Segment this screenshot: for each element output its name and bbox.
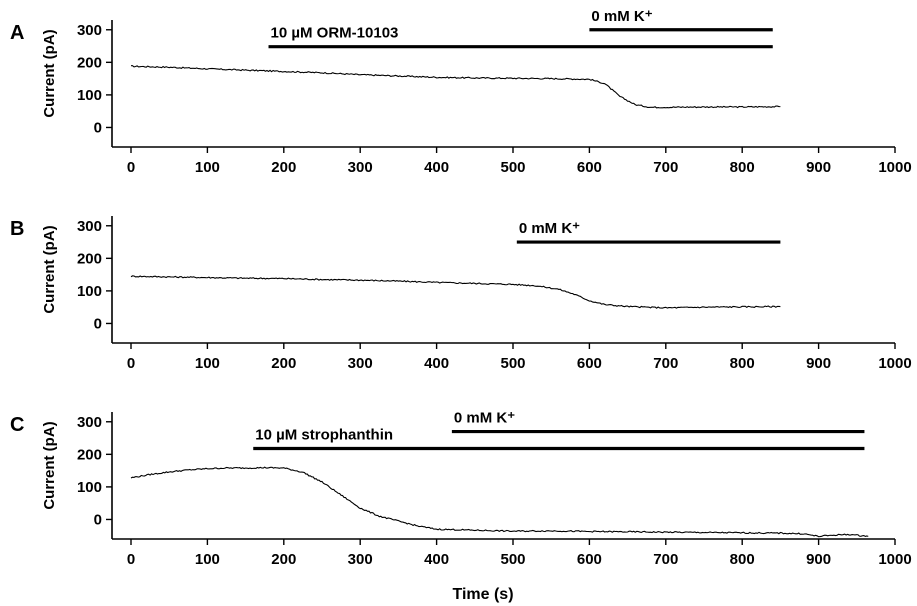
treatment-label: 0 mM K⁺ — [519, 220, 580, 237]
x-tick-label: 300 — [348, 159, 373, 176]
x-tick-label: 600 — [577, 355, 602, 372]
y-tick-label: 200 — [77, 54, 102, 71]
x-tick-label: 300 — [348, 551, 373, 568]
x-tick-label: 900 — [806, 551, 831, 568]
x-tick-label: 300 — [348, 355, 373, 372]
y-axis-label: Current (pA) — [41, 421, 58, 509]
x-tick-label: 700 — [653, 355, 678, 372]
y-tick-label: 0 — [94, 511, 102, 528]
current-trace — [130, 275, 781, 309]
panel-b: B Current (pA) 0 100 200 300 0 100 200 300 400 500 6… — [10, 216, 912, 372]
x-tick-label: 100 — [195, 159, 220, 176]
x-tick-label: 800 — [730, 355, 755, 372]
y-tick-label: 300 — [77, 414, 102, 431]
x-tick-label: 1000 — [878, 551, 911, 568]
x-tick-label: 400 — [424, 551, 449, 568]
panel-letter: B — [10, 218, 24, 240]
x-tick-label: 200 — [271, 355, 296, 372]
x-tick-label: 0 — [127, 159, 135, 176]
y-axis-label: Current (pA) — [41, 29, 58, 117]
x-tick-label: 100 — [195, 551, 220, 568]
x-tick-label: 500 — [500, 159, 525, 176]
panel-letter: A — [10, 22, 24, 44]
treatment-label: 0 mM K⁺ — [454, 410, 515, 427]
y-tick-label: 100 — [77, 479, 102, 496]
current-trace — [131, 65, 781, 109]
treatment-label: 10 µM ORM-10103 — [271, 25, 399, 42]
y-tick-label: 300 — [77, 218, 102, 235]
y-axis-label: Current (pA) — [41, 225, 58, 313]
panel-c: C Current (pA) 0 100 200 300 0 100 200 300 400 500 6… — [10, 410, 912, 603]
x-tick-label: 400 — [424, 355, 449, 372]
x-tick-label: 800 — [730, 159, 755, 176]
x-tick-label: 200 — [271, 551, 296, 568]
x-tick-label: 1000 — [878, 159, 911, 176]
y-tick-label: 100 — [77, 283, 102, 300]
x-tick-label: 200 — [271, 159, 296, 176]
x-tick-label: 600 — [577, 159, 602, 176]
y-tick-label: 300 — [77, 22, 102, 39]
x-tick-label: 800 — [730, 551, 755, 568]
treatment-label: 10 µM strophanthin — [255, 426, 393, 443]
x-tick-label: 900 — [806, 355, 831, 372]
x-tick-label: 500 — [500, 355, 525, 372]
x-axis-label: Time (s) — [452, 586, 513, 603]
x-tick-label: 700 — [653, 159, 678, 176]
x-tick-label: 0 — [127, 551, 135, 568]
y-tick-label: 100 — [77, 87, 102, 104]
x-tick-label: 700 — [653, 551, 678, 568]
current-trace — [130, 466, 869, 538]
treatment-label: 0 mM K⁺ — [591, 8, 652, 25]
x-tick-label: 900 — [806, 159, 831, 176]
x-tick-label: 100 — [195, 355, 220, 372]
x-tick-label: 1000 — [878, 355, 911, 372]
x-tick-label: 600 — [577, 551, 602, 568]
y-tick-label: 0 — [94, 119, 102, 136]
x-tick-label: 500 — [500, 551, 525, 568]
panel-a: A Current (pA) 0 100 200 300 0 100 200 300 400 500 6… — [10, 8, 912, 176]
y-tick-label: 200 — [77, 250, 102, 267]
panel-letter: C — [10, 414, 24, 436]
y-tick-label: 200 — [77, 446, 102, 463]
x-tick-label: 0 — [127, 355, 135, 372]
x-tick-label: 400 — [424, 159, 449, 176]
y-tick-label: 0 — [94, 315, 102, 332]
